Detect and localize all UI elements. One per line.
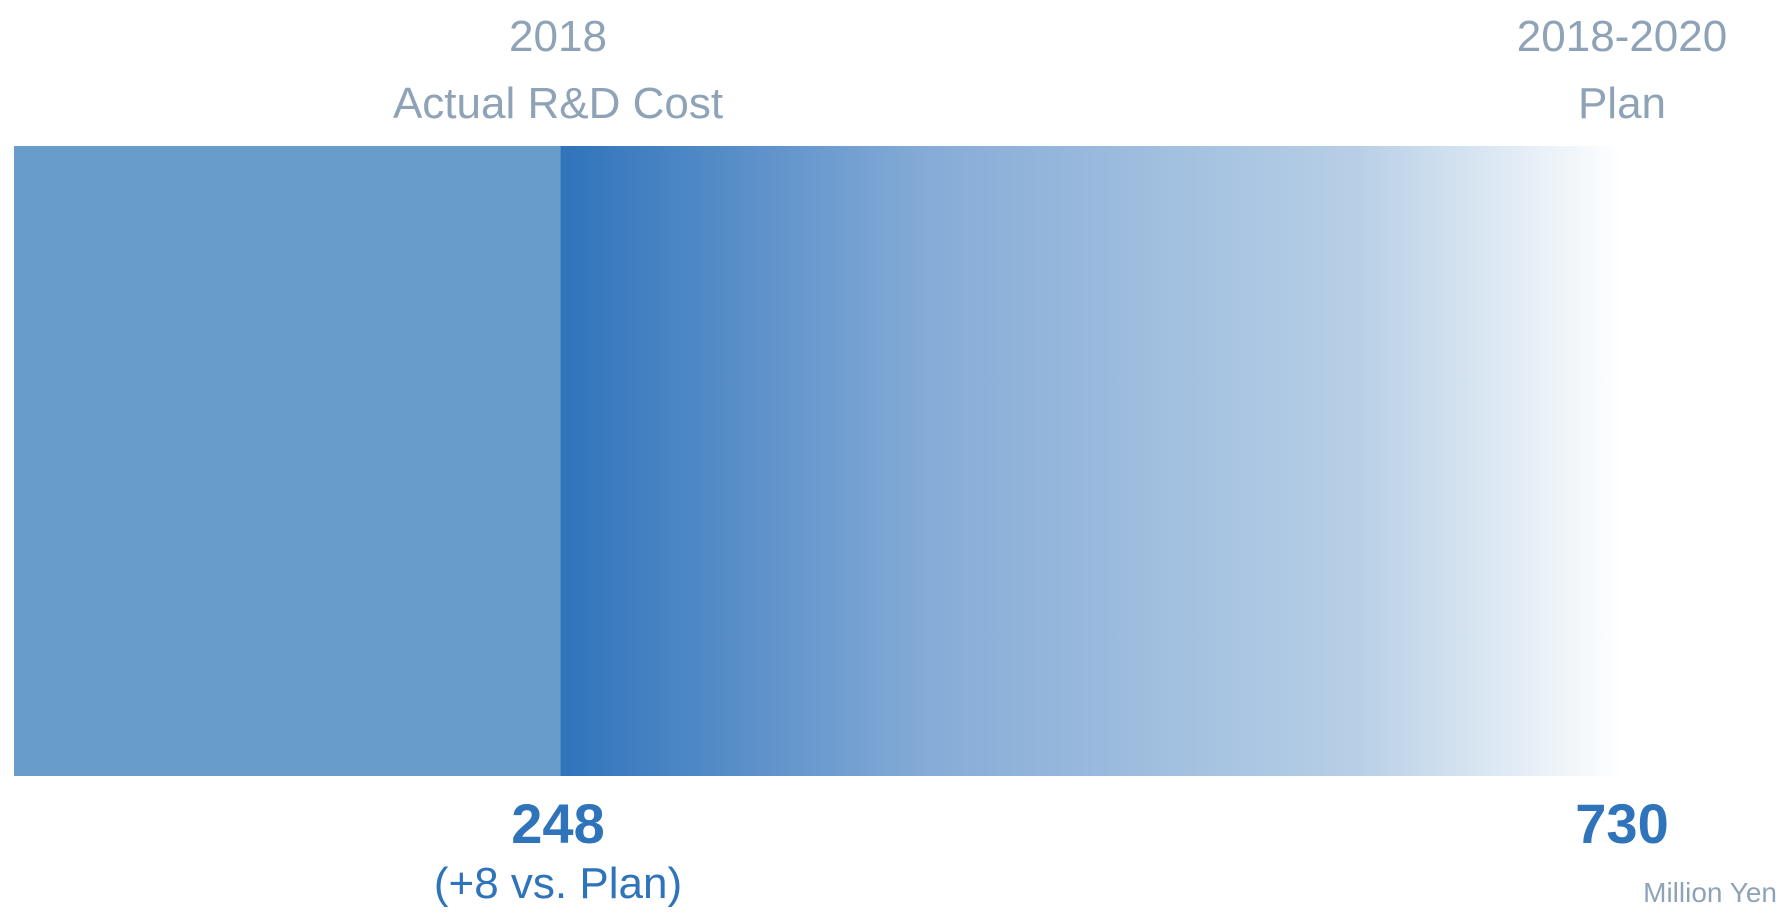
plan-year-label: 2018-2020 [1516, 12, 1728, 61]
actual-bar [14, 146, 561, 776]
plan-caption-label: Plan [1577, 79, 1667, 128]
actual-year-label: 2018 [509, 12, 607, 61]
plan-bar [560, 146, 1622, 776]
unit-label: Million Yen [1643, 877, 1777, 908]
plan-value-label: 730 [1575, 792, 1669, 855]
bars-layer [14, 146, 1622, 776]
actual-caption-label: Actual R&D Cost [392, 79, 724, 128]
actual-note-label: (+8 vs. Plan) [433, 859, 683, 908]
actual-value-label: 248 [511, 792, 605, 855]
